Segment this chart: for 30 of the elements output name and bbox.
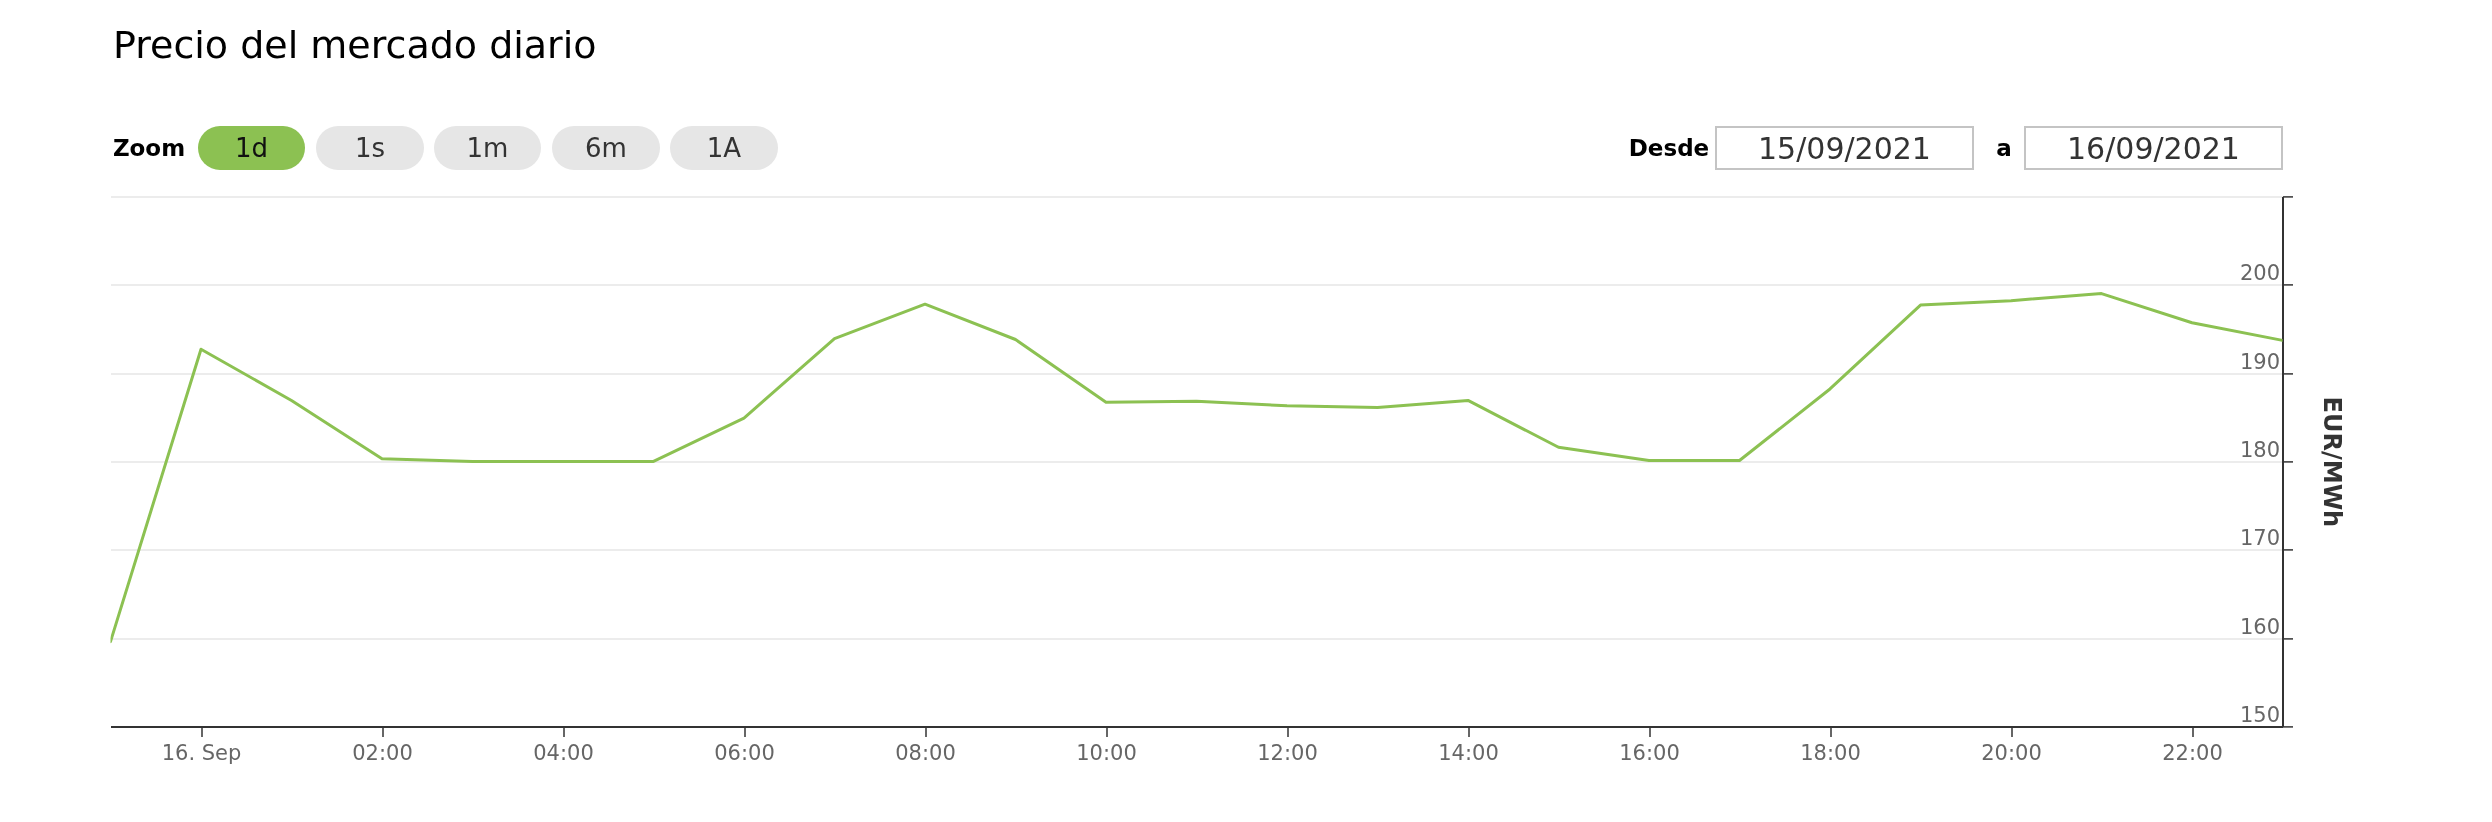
y-tick-label: 160 — [2239, 614, 2280, 639]
date-field: 16/09/2021 — [2024, 126, 2283, 170]
chart-title: Precio del mercado diario — [113, 23, 597, 67]
x-tick-label: 06:00 — [714, 740, 775, 765]
range-button: 1d — [198, 126, 305, 170]
range-button: 1s — [316, 126, 424, 170]
text: Desde — [1627, 134, 1711, 163]
x-tick-label: 20:00 — [1981, 740, 2042, 765]
y-tick-label: 150 — [2239, 702, 2280, 727]
x-tick-label: 10:00 — [1076, 740, 1137, 765]
x-tick-label: 16:00 — [1619, 740, 1680, 765]
y-axis-title: EUR/MWh — [2318, 396, 2346, 528]
x-tick-label: 08:00 — [895, 740, 956, 765]
y-tick-label: 170 — [2239, 526, 2280, 551]
y-tick-label: 180 — [2239, 437, 2280, 462]
x-tick-label: 16. Sep — [161, 740, 242, 765]
y-tick-label: 190 — [2239, 349, 2280, 374]
x-tick-label: 14:00 — [1438, 740, 1499, 765]
range-button: 1A — [670, 126, 778, 170]
x-tick-label: 22:00 — [2162, 740, 2223, 765]
range-button: 1m — [434, 126, 541, 170]
x-tick-label: 18:00 — [1800, 740, 1861, 765]
date-field: 15/09/2021 — [1715, 126, 1974, 170]
text: a — [1995, 134, 2013, 163]
x-tick-label: 02:00 — [352, 740, 413, 765]
x-tick-label: 04:00 — [533, 740, 594, 765]
y-tick-label: 200 — [2239, 261, 2280, 286]
text: Zoom — [111, 134, 187, 163]
range-button: 6m — [552, 126, 660, 170]
x-tick-label: 12:00 — [1257, 740, 1318, 765]
